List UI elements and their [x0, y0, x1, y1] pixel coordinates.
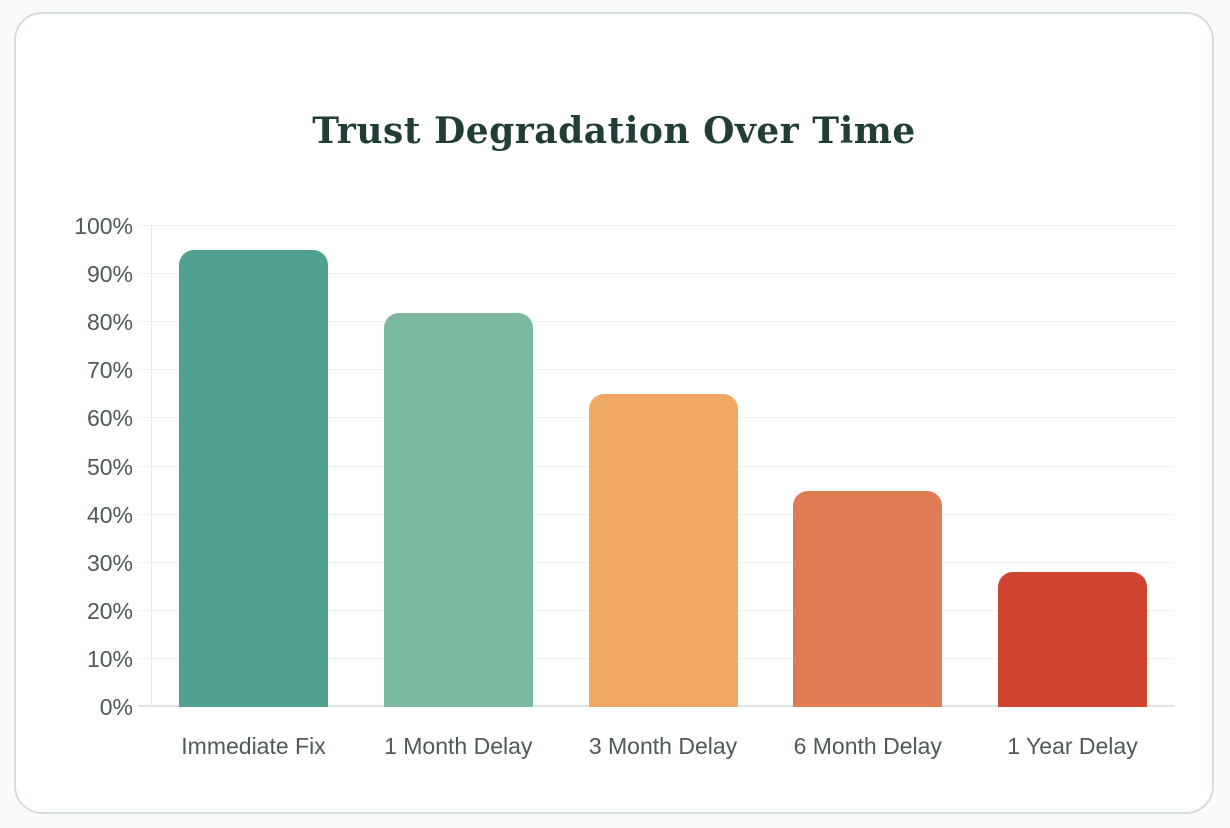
bar-1-month-delay: [383, 312, 533, 707]
y-tick-label-80: 80%: [86, 309, 133, 336]
y-tick-label-100: 100%: [74, 213, 133, 239]
y-tick-label-20: 20%: [86, 597, 133, 624]
x-label-cell-1-year-delay: 1 Year Delay: [998, 733, 1147, 760]
y-tick-label-70: 70%: [86, 357, 133, 384]
x-tick-label-6-month-delay: 6 Month Delay: [793, 733, 942, 759]
gridline-70: [138, 369, 1175, 371]
y-axis-line: [151, 226, 152, 707]
bar-3-month-delay: [588, 394, 738, 707]
bar-immediate-fix: [179, 250, 328, 707]
bar-1-year-delay: [998, 572, 1147, 707]
x-axis-category-labels: Immediate Fix 1 Month Delay 3 Month Delay 6…: [151, 733, 1175, 760]
plot-area: 0% 10% 20% 30% 40% 50% 60% 70% 80% 90% 100% Immedi…: [74, 213, 1175, 759]
y-tick-label-10: 10%: [86, 645, 133, 672]
x-tick-label-1-month-delay: 1 Month Delay: [384, 733, 533, 759]
y-tick-label-0: 0%: [99, 694, 133, 720]
y-tick-label-90: 90%: [86, 261, 133, 288]
x-label-cell-1-month-delay: 1 Month Delay: [384, 733, 533, 760]
x-label-cell-immediate-fix: Immediate Fix: [179, 733, 328, 760]
y-tick-label-30: 30%: [86, 549, 133, 576]
x-tick-label-1-year-delay: 1 Year Delay: [1007, 733, 1138, 759]
gridline-90: [138, 273, 1175, 275]
x-tick-label-3-month-delay: 3 Month Delay: [588, 733, 738, 759]
y-tick-label-60: 60%: [86, 405, 133, 432]
chart-card: Trust Degradation Over Time 0% 10% 20% 30% 4…: [14, 12, 1214, 814]
y-tick-label-50: 50%: [86, 453, 133, 480]
bars-group: [151, 226, 1175, 707]
chart-title: Trust Degradation Over Time: [312, 110, 916, 153]
x-label-cell-3-month-delay: 3 Month Delay: [589, 733, 738, 760]
y-tick-label-40: 40%: [86, 501, 133, 528]
bar-6-month-delay: [793, 490, 943, 707]
gridline-100: [138, 225, 1175, 226]
x-tick-label-immediate-fix: Immediate Fix: [181, 733, 326, 759]
x-label-cell-6-month-delay: 6 Month Delay: [793, 733, 942, 760]
gridline-80: [138, 321, 1175, 323]
